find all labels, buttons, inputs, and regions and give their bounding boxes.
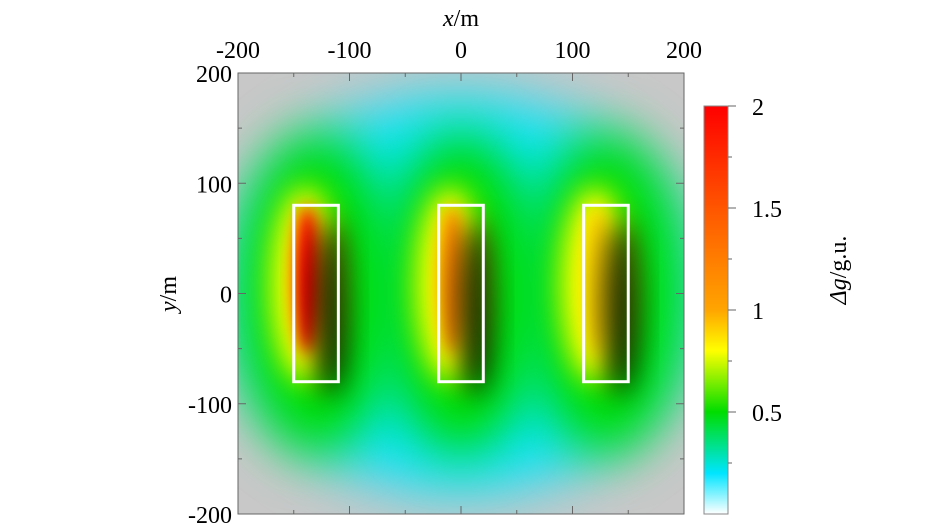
x-axis-title: x/m (442, 6, 479, 32)
plot-axes: -200 -100 0 100 200 200 100 0 -100 -200 (188, 38, 702, 529)
y-tick-label: -100 (188, 393, 232, 419)
colorbar-title: Δg/g.u. (826, 236, 852, 306)
body-2-anomaly (380, 133, 542, 454)
body-3-shading (602, 219, 641, 396)
body-1-anomaly (238, 133, 397, 454)
colorbar-ticks: 2 1.5 1 0.5 (728, 95, 782, 464)
x-tick-label: -200 (216, 38, 260, 64)
y-tick-label: -200 (188, 503, 232, 529)
x-tick-label: 0 (455, 38, 467, 64)
body-1-outline (292, 203, 340, 384)
body-1-shading (312, 219, 351, 396)
colorbar-tick-label: 2 (752, 95, 764, 121)
x-tick-label: 100 (555, 38, 591, 64)
colorbar: 2 1.5 1 0.5 Δg/g.u. (703, 95, 852, 515)
colorbar-tick-label: 1.5 (752, 197, 782, 223)
anomaly-field (238, 95, 684, 492)
body-3-anomaly (525, 133, 684, 454)
y-tick-label: 0 (220, 283, 232, 309)
colorbar-tick-label: 1 (752, 299, 764, 325)
body-outlines (292, 203, 630, 384)
heatmap-area (238, 73, 684, 514)
x-tick-label: -100 (328, 38, 372, 64)
y-tick-label: 200 (196, 62, 232, 88)
body-3-outline (582, 203, 630, 384)
colorbar-ramp (703, 105, 729, 515)
x-tick-label: 200 (666, 38, 702, 64)
y-tick-label: 100 (196, 172, 232, 198)
body-2-shading (457, 219, 496, 396)
y-axis-title: y/m (156, 276, 182, 314)
colorbar-tick-label: 0.5 (752, 401, 782, 427)
body-2-outline (437, 203, 485, 384)
